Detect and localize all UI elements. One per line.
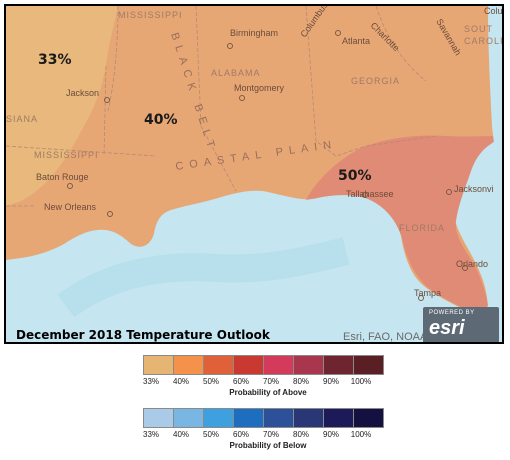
city-markers: [67, 30, 468, 301]
atlantic-water: [474, 6, 502, 342]
esri-logo-wordmark: esri: [429, 317, 465, 339]
legend-below-tick: 33%: [142, 430, 160, 439]
legend-above-tick: 50%: [202, 377, 220, 386]
legend-below-tick: 50%: [202, 430, 220, 439]
legend-below-tick: 80%: [292, 430, 310, 439]
legend-above-tick: 40%: [172, 377, 190, 386]
city-jackson: Jackson: [66, 88, 99, 98]
legend-above-tick: 33%: [142, 377, 160, 386]
legend-below-tick: 60%: [232, 430, 250, 439]
legend-below-swatches: [143, 408, 393, 428]
legend-below-swatch: [173, 408, 204, 428]
legend-below-swatch: [143, 408, 174, 428]
city-birmingham: Birmingham: [230, 28, 278, 38]
esri-logo-powered-text: POWERED BY: [429, 310, 475, 316]
legend-above-tick: 60%: [232, 377, 250, 386]
city-atlanta: Atlanta: [342, 36, 370, 46]
city-tampa: Tampa: [414, 288, 441, 298]
zone-label-33: 33%: [38, 52, 72, 68]
legend-below-swatch: [353, 408, 384, 428]
legend-above-tick: 80%: [292, 377, 310, 386]
legend-below-swatch: [323, 408, 354, 428]
land-50-zone: [306, 135, 502, 314]
state-label-sc-2: CAROLI: [464, 36, 502, 46]
legend-above-title: Probability of Above: [229, 388, 307, 397]
map-title: December 2018 Temperature Outlook: [16, 328, 270, 342]
esri-logo[interactable]: POWERED BY esri: [423, 307, 499, 342]
legend-above-swatch: [203, 355, 234, 375]
legend-above-swatch: [353, 355, 384, 375]
state-label-alabama: ALABAMA: [211, 68, 261, 78]
legend-above-swatch: [173, 355, 204, 375]
legend-below-tick: 40%: [172, 430, 190, 439]
legend-above-tick: 90%: [322, 377, 340, 386]
land-40-zone: [6, 6, 502, 314]
state-label-mississippi: MISSISSIPPI: [118, 10, 183, 20]
legend-below-ticks: 33% 40% 50% 60% 70% 80% 90% 100%: [143, 428, 393, 440]
shallow-shelf: [57, 237, 350, 318]
legend-below-swatch: [233, 408, 264, 428]
state-label-georgia: GEORGIA: [351, 76, 400, 86]
legend-above-swatch: [263, 355, 294, 375]
legend-below-tick: 90%: [322, 430, 340, 439]
legend-below-title: Probability of Below: [229, 441, 307, 450]
legend-above-ticks: 33% 40% 50% 60% 70% 80% 90% 100%: [143, 375, 393, 387]
legend-above-swatch: [143, 355, 174, 375]
state-label-sc-1: SOUT: [464, 24, 493, 34]
city-columbia: Columbia: [484, 6, 502, 16]
map-panel[interactable]: MISSISSIPPI SIANA MISSISSIPPI ALABAMA GE…: [4, 4, 504, 344]
city-montgomery: Montgomery: [234, 83, 285, 93]
legend-above: 33% 40% 50% 60% 70% 80% 90% 100% Probability of…: [143, 355, 393, 397]
legend-above-swatch: [323, 355, 354, 375]
legend-below-swatch: [203, 408, 234, 428]
state-label-florida: FLORIDA: [399, 223, 445, 233]
city-jacksonville: Jacksonvi: [454, 184, 494, 194]
zone-label-50: 50%: [338, 168, 372, 184]
city-new-orleans: New Orleans: [44, 202, 97, 212]
legend-below-tick: 100%: [350, 430, 372, 439]
legend-below-swatch: [263, 408, 294, 428]
city-orlando: Orlando: [456, 259, 488, 269]
zone-label-40: 40%: [144, 112, 178, 128]
legend-above-swatch: [293, 355, 324, 375]
land-33-zone: [6, 6, 118, 206]
city-baton-rouge: Baton Rouge: [36, 172, 89, 182]
legend-above-swatch: [233, 355, 264, 375]
map-credits[interactable]: Esri, FAO, NOAA: [343, 331, 428, 343]
legend-below: 33% 40% 50% 60% 70% 80% 90% 100% Probability of…: [143, 408, 393, 450]
legend-above-tick: 100%: [350, 377, 372, 386]
city-tallahassee: Tallahassee: [346, 189, 394, 199]
outlook-map[interactable]: MISSISSIPPI SIANA MISSISSIPPI ALABAMA GE…: [6, 6, 502, 342]
legend-below-swatch: [293, 408, 324, 428]
legend-above-swatches: [143, 355, 393, 375]
state-label-mississippi-2: MISSISSIPPI: [34, 150, 99, 160]
legend-above-tick: 70%: [262, 377, 280, 386]
legend-below-tick: 70%: [262, 430, 280, 439]
state-label-louisiana: SIANA: [6, 114, 38, 124]
state-borders: [6, 6, 437, 207]
